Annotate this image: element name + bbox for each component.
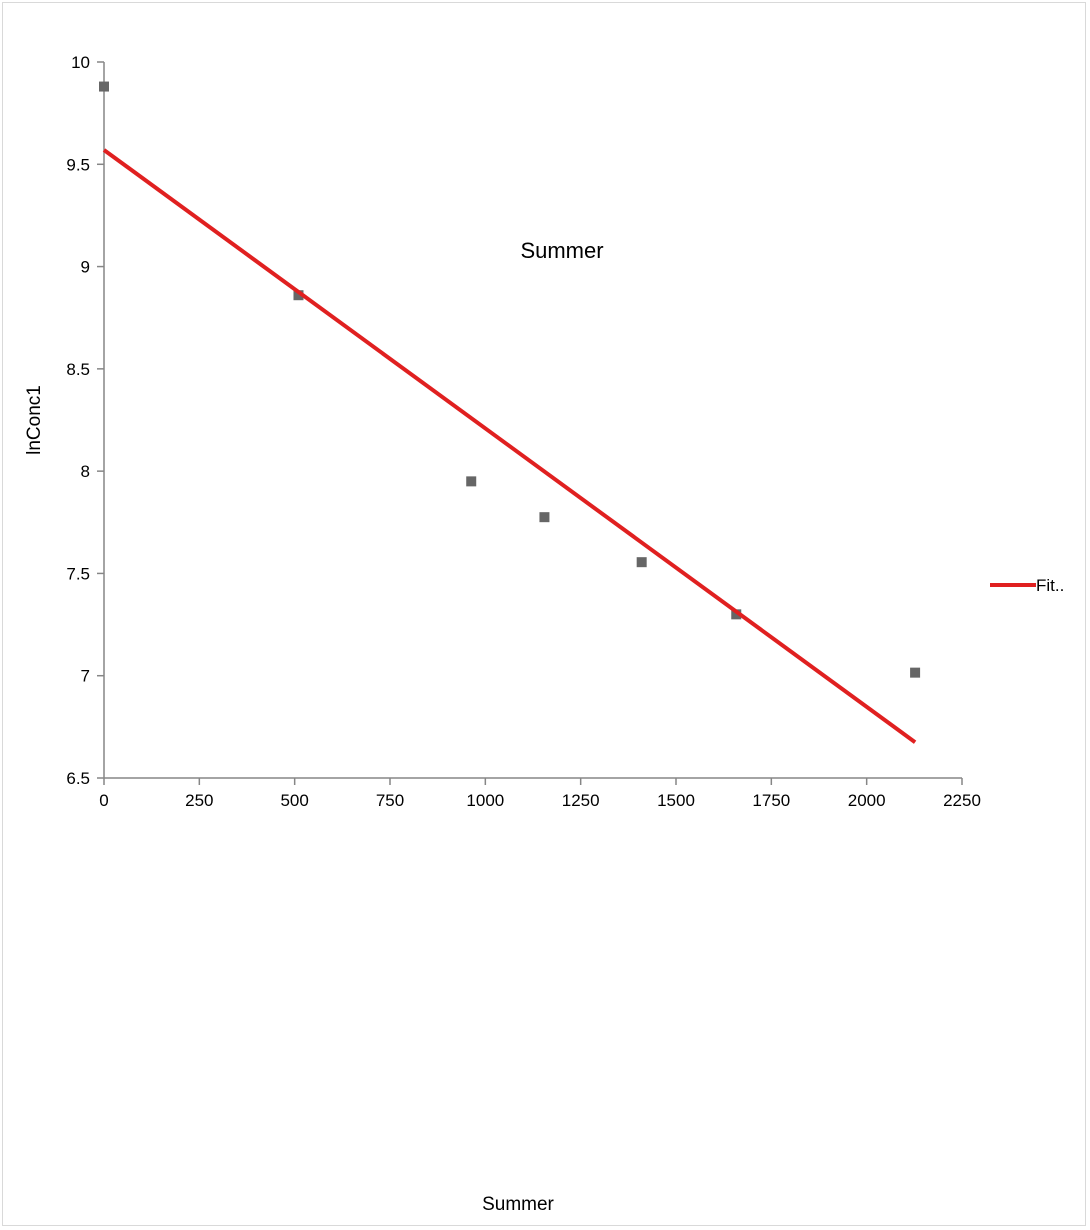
x-tick-label: 2000 [848,791,886,810]
y-tick-label: 8 [81,462,90,481]
y-axis-title: lnConc1 [24,385,45,455]
x-tick-label: 1500 [657,791,695,810]
y-tick-label: 6.5 [66,769,90,788]
x-tick-label: 1250 [562,791,600,810]
x-tick-label: 750 [376,791,404,810]
data-point [731,609,742,620]
data-point [293,290,304,301]
legend: Fit.. [990,576,1064,595]
y-tick-label: 7 [81,667,90,686]
data-point [99,81,109,92]
x-tick-label: 1000 [466,791,504,810]
x-tick-label: 250 [185,791,213,810]
y-tick-label: 9.5 [66,155,90,174]
data-point [539,512,550,523]
x-tick-label: 2250 [943,791,981,810]
y-tick-label: 7.5 [66,564,90,583]
x-tick-label: 0 [99,791,108,810]
x-tick-label: 500 [280,791,308,810]
y-tick-label: 8.5 [66,360,90,379]
legend-label-fit: Fit.. [1036,576,1064,595]
x-axis-title: Summer [482,1194,554,1215]
data-point [466,476,477,487]
x-tick-label: 1750 [752,791,790,810]
data-point [910,667,921,678]
data-point [636,557,647,568]
axes: 6.5 7 7.5 8 8.5 9 9.5 10 0 250 500 750 1000 1250 1500 1… [66,53,981,810]
chart-annotation: Summer [520,238,603,263]
y-tick-label: 9 [81,258,90,277]
fit-line [102,148,917,744]
y-tick-label: 10 [71,53,90,72]
marks [99,81,921,744]
